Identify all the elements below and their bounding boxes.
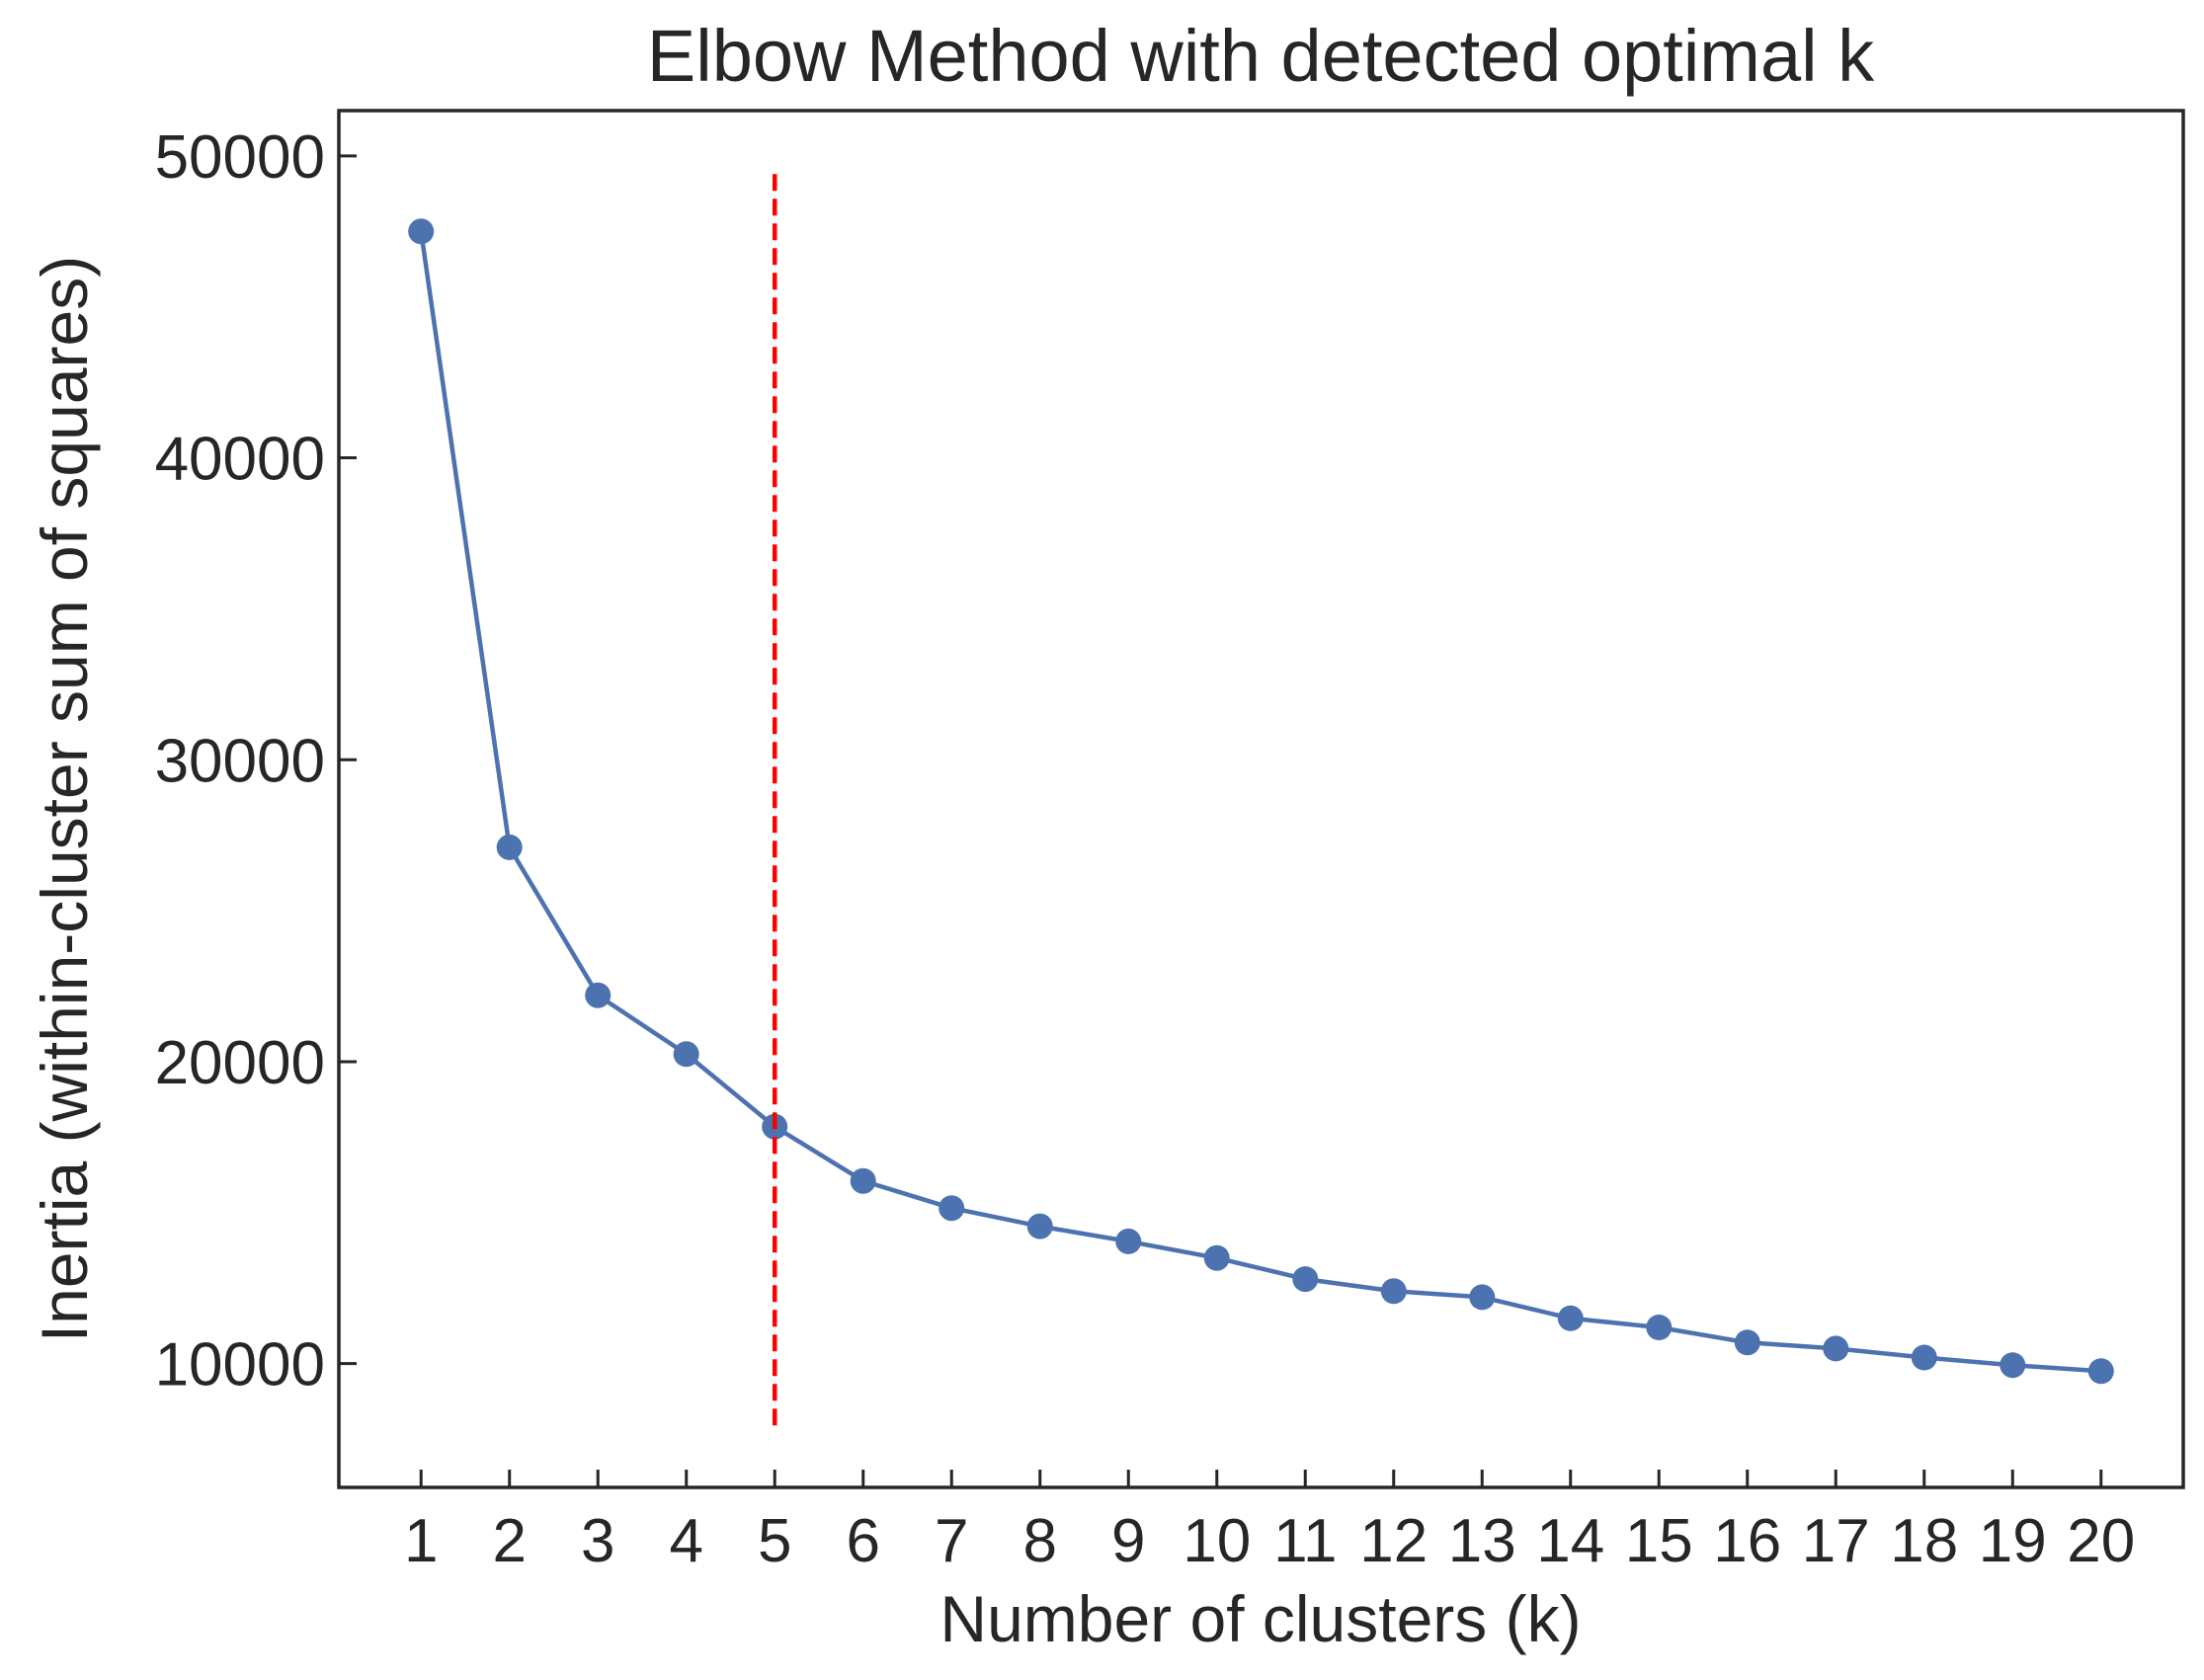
x-tick-label: 10 (1183, 1507, 1251, 1575)
data-point (1469, 1284, 1496, 1311)
x-tick-label: 2 (492, 1507, 526, 1575)
x-tick-label: 17 (1802, 1507, 1870, 1575)
axis-ticks: 1 2 3 4 5 6 7 8 9 10 11 12 13 14 15 16 17 18 19 20100002000… (155, 123, 2136, 1575)
x-tick-label: 18 (1890, 1507, 1958, 1575)
data-point (1115, 1228, 1142, 1254)
x-tick-label: 5 (758, 1507, 791, 1575)
x-tick-label: 14 (1536, 1507, 1604, 1575)
data-point (408, 218, 435, 245)
y-tick-label: 40000 (155, 426, 325, 494)
x-tick-label: 6 (847, 1507, 880, 1575)
x-tick-label: 20 (2067, 1507, 2135, 1575)
x-tick-label: 1 (404, 1507, 438, 1575)
x-tick-label: 8 (1023, 1507, 1057, 1575)
data-point (1557, 1305, 1584, 1331)
data-point (496, 834, 523, 860)
inertia-line (418, 230, 2101, 1374)
data-point (1823, 1335, 1849, 1362)
x-axis-label: Number of clusters (k) (939, 1582, 1581, 1655)
chart-title: Elbow Method with detected optimal k (647, 15, 1875, 97)
data-point (673, 1041, 699, 1068)
x-tick-label: 9 (1111, 1507, 1145, 1575)
x-tick-label: 13 (1448, 1507, 1516, 1575)
data-point (2087, 1358, 2114, 1385)
x-tick-label: 3 (581, 1507, 614, 1575)
data-point (2000, 1352, 2026, 1379)
y-axis-label: Inertia (within-cluster sum of squares) (28, 256, 101, 1342)
data-point (1380, 1278, 1407, 1305)
data-point (1734, 1329, 1760, 1356)
x-tick-label: 15 (1625, 1507, 1693, 1575)
plot-area (408, 174, 2114, 1430)
axes-frame (337, 109, 2185, 1489)
data-point (850, 1167, 876, 1194)
data-point (1292, 1266, 1319, 1293)
y-tick-label: 30000 (155, 727, 325, 795)
y-tick-label: 20000 (155, 1029, 325, 1097)
data-point (1203, 1244, 1230, 1271)
data-point (939, 1195, 965, 1222)
y-tick-label: 10000 (155, 1331, 325, 1400)
data-point (1026, 1213, 1053, 1240)
x-tick-label: 16 (1713, 1507, 1781, 1575)
data-point (1646, 1315, 1673, 1340)
x-tick-label: 11 (1273, 1507, 1337, 1575)
x-tick-label: 12 (1359, 1507, 1428, 1575)
x-tick-label: 19 (1979, 1507, 2047, 1575)
data-point (1911, 1344, 1937, 1371)
y-tick-label: 50000 (155, 123, 325, 192)
x-tick-label: 7 (935, 1507, 968, 1575)
x-tick-label: 4 (669, 1507, 702, 1575)
data-point (585, 982, 612, 1008)
